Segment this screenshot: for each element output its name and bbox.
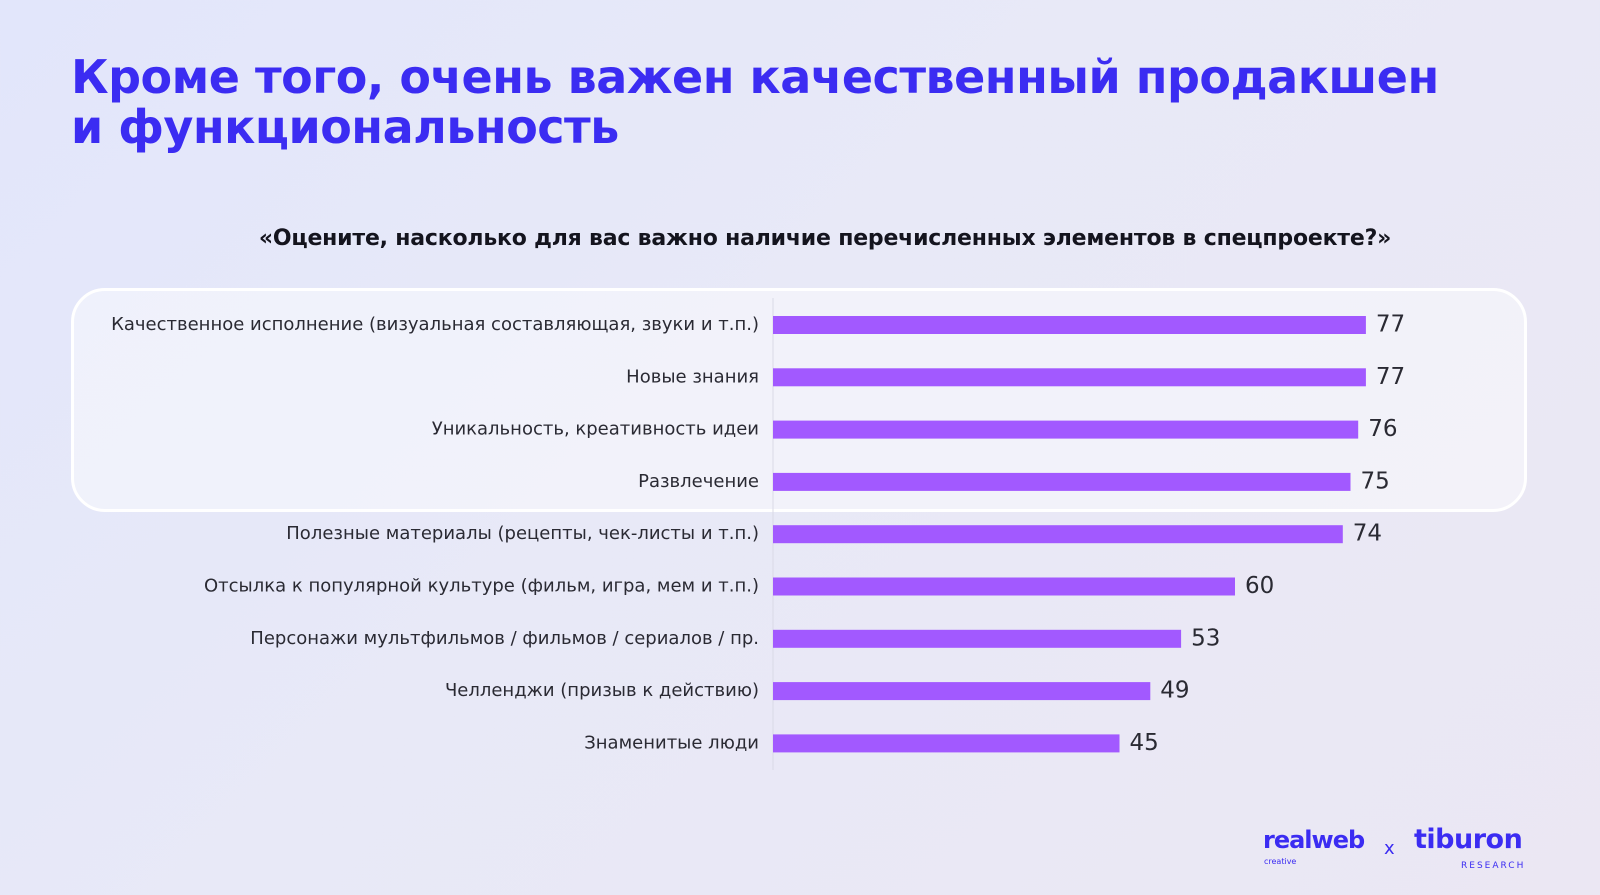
category-label: Челленджи (призыв к действию) <box>445 680 759 701</box>
bar <box>773 629 1182 648</box>
value-label: 76 <box>1368 416 1397 442</box>
category-label: Новые знания <box>626 366 759 387</box>
value-label: 77 <box>1376 312 1405 338</box>
category-label: Отсылка к популярной культуре (фильм, иг… <box>204 576 759 597</box>
value-label: 74 <box>1353 521 1382 547</box>
logo-separator: x <box>1384 838 1395 859</box>
slide-title: Кроме того, очень важен качественный про… <box>71 52 1511 152</box>
bar <box>773 472 1351 491</box>
category-label: Уникальность, креативность идеи <box>432 419 759 440</box>
value-label: 77 <box>1376 364 1405 390</box>
category-label: Развлечение <box>638 471 759 492</box>
bar <box>773 682 1151 701</box>
category-label: Качественное исполнение (визуальная сост… <box>111 314 759 335</box>
bar <box>773 734 1120 753</box>
tiburon-logo: tiburon <box>1414 824 1523 855</box>
tiburon-logo-subtitle: RESEARCH <box>1461 861 1526 871</box>
bar <box>773 525 1343 544</box>
bars-group: Качественное исполнение (визуальная сост… <box>111 312 1405 756</box>
bar <box>773 368 1366 387</box>
bar <box>773 316 1366 334</box>
slide-title-line-2: и функциональность <box>71 100 619 154</box>
value-label: 49 <box>1160 678 1189 704</box>
value-label: 45 <box>1130 730 1159 756</box>
category-label: Полезные материалы (рецепты, чек-листы и… <box>286 523 759 544</box>
slide-title-line-1: Кроме того, очень важен качественный про… <box>71 50 1439 104</box>
realweb-logo-subtitle: creative <box>1264 857 1297 866</box>
category-label: Знаменитые люди <box>584 732 759 753</box>
value-label: 53 <box>1191 625 1220 651</box>
bar <box>773 577 1235 596</box>
value-label: 75 <box>1361 468 1390 494</box>
bar <box>773 420 1359 439</box>
value-label: 60 <box>1245 573 1274 599</box>
chart-title: «Оцените, насколько для вас важно наличи… <box>258 226 1392 251</box>
realweb-logo: realweb <box>1263 826 1365 854</box>
category-label: Персонажи мультфильмов / фильмов / сериа… <box>250 628 759 649</box>
